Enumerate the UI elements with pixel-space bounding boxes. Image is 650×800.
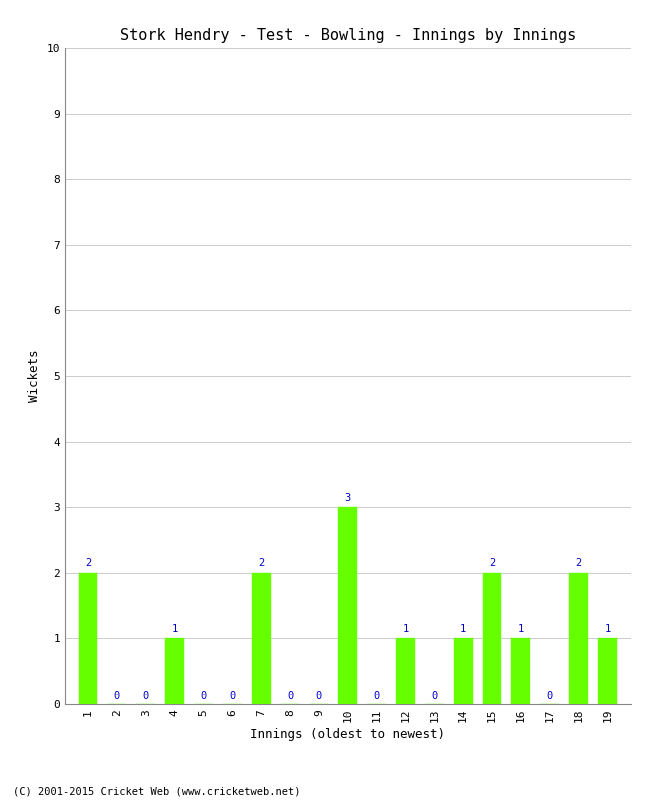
Text: (C) 2001-2015 Cricket Web (www.cricketweb.net): (C) 2001-2015 Cricket Web (www.cricketwe… — [13, 786, 300, 796]
Bar — [396, 638, 415, 704]
Bar — [454, 638, 473, 704]
Text: 0: 0 — [200, 690, 207, 701]
Text: 0: 0 — [431, 690, 437, 701]
Text: 1: 1 — [604, 624, 610, 634]
Bar — [569, 573, 588, 704]
Text: 2: 2 — [258, 558, 265, 568]
Text: 0: 0 — [142, 690, 149, 701]
Bar — [79, 573, 97, 704]
Text: 2: 2 — [575, 558, 582, 568]
X-axis label: Innings (oldest to newest): Innings (oldest to newest) — [250, 728, 445, 741]
Title: Stork Hendry - Test - Bowling - Innings by Innings: Stork Hendry - Test - Bowling - Innings … — [120, 28, 576, 42]
Text: 0: 0 — [287, 690, 293, 701]
Bar — [598, 638, 617, 704]
Bar — [483, 573, 501, 704]
Text: 0: 0 — [114, 690, 120, 701]
Bar — [165, 638, 184, 704]
Text: 1: 1 — [402, 624, 409, 634]
Text: 0: 0 — [316, 690, 322, 701]
Text: 3: 3 — [344, 493, 351, 502]
Y-axis label: Wickets: Wickets — [28, 350, 41, 402]
Text: 0: 0 — [374, 690, 380, 701]
Text: 0: 0 — [229, 690, 235, 701]
Bar — [339, 507, 357, 704]
Text: 1: 1 — [172, 624, 177, 634]
Text: 0: 0 — [547, 690, 553, 701]
Bar — [512, 638, 530, 704]
Text: 1: 1 — [518, 624, 524, 634]
Text: 2: 2 — [489, 558, 495, 568]
Text: 1: 1 — [460, 624, 466, 634]
Text: 2: 2 — [85, 558, 91, 568]
Bar — [252, 573, 270, 704]
